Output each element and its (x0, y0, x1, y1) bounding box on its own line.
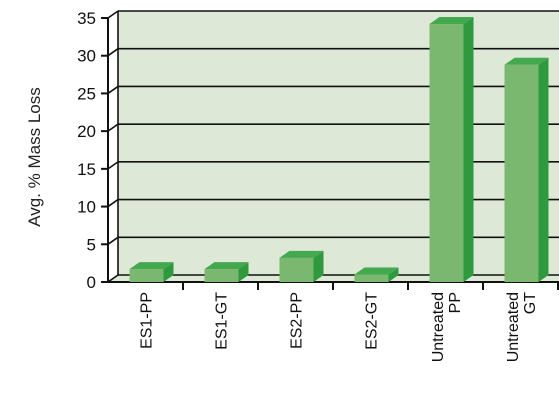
bar-side (313, 250, 324, 282)
gridline-depth (107, 123, 119, 132)
gridline-depth (107, 198, 119, 208)
x-tick-label-line: GT (522, 292, 539, 314)
y-tick-label: 15 (77, 160, 96, 179)
y-axis-title: Avg. % Mass Loss (25, 87, 44, 227)
gridline-depth (107, 161, 119, 170)
x-tick-label: UntreatedGT (505, 292, 539, 362)
bar (504, 64, 539, 282)
gridline-depth (107, 85, 119, 95)
bar-top (354, 267, 399, 275)
bar-side (163, 262, 174, 282)
bar-top (279, 250, 324, 258)
x-tick-label: UntreatedPP (430, 292, 464, 362)
y-tick-label: 5 (87, 235, 96, 254)
bar-top (129, 262, 174, 270)
x-tick-label-line: Untreated (430, 292, 447, 362)
x-tick-label: ES1-PP (139, 292, 156, 349)
x-tick-label: ES2-GT (364, 292, 381, 350)
x-tick-label-line: ES1-PP (139, 292, 156, 349)
y-tick-label: 0 (87, 273, 96, 292)
x-tick-label-line: ES1-GT (214, 292, 231, 350)
y-tick-label: 35 (77, 9, 96, 28)
bar (429, 24, 464, 282)
x-tick-label-line: ES2-PP (289, 292, 306, 349)
x-tick-label-line: Untreated (505, 292, 522, 362)
x-tick-label: ES2-PP (289, 292, 306, 349)
x-tick-label-line: PP (447, 292, 464, 313)
bar-side (238, 262, 249, 282)
bar (354, 274, 389, 282)
gridline-depth (107, 48, 119, 57)
bar (204, 269, 239, 282)
bar-side (538, 57, 549, 282)
x-tick-label-line: ES2-GT (364, 292, 381, 350)
bar-side (463, 17, 474, 282)
gridline-depth (107, 274, 119, 283)
y-tick-label: 25 (77, 84, 96, 103)
y-tick-label: 20 (77, 122, 96, 141)
y-tick-label: 30 (77, 47, 96, 66)
bar (279, 257, 314, 282)
plot-floor (108, 275, 559, 282)
bar-top (504, 57, 549, 65)
y-tick-label: 10 (77, 198, 96, 217)
plot-background (118, 11, 559, 275)
bar (129, 269, 164, 282)
bar-top (204, 262, 249, 270)
bar-top (429, 17, 474, 25)
x-tick-label: ES1-GT (214, 292, 231, 350)
bar-side (388, 267, 399, 282)
gridline-depth (107, 10, 119, 19)
gridline-depth (107, 236, 119, 245)
